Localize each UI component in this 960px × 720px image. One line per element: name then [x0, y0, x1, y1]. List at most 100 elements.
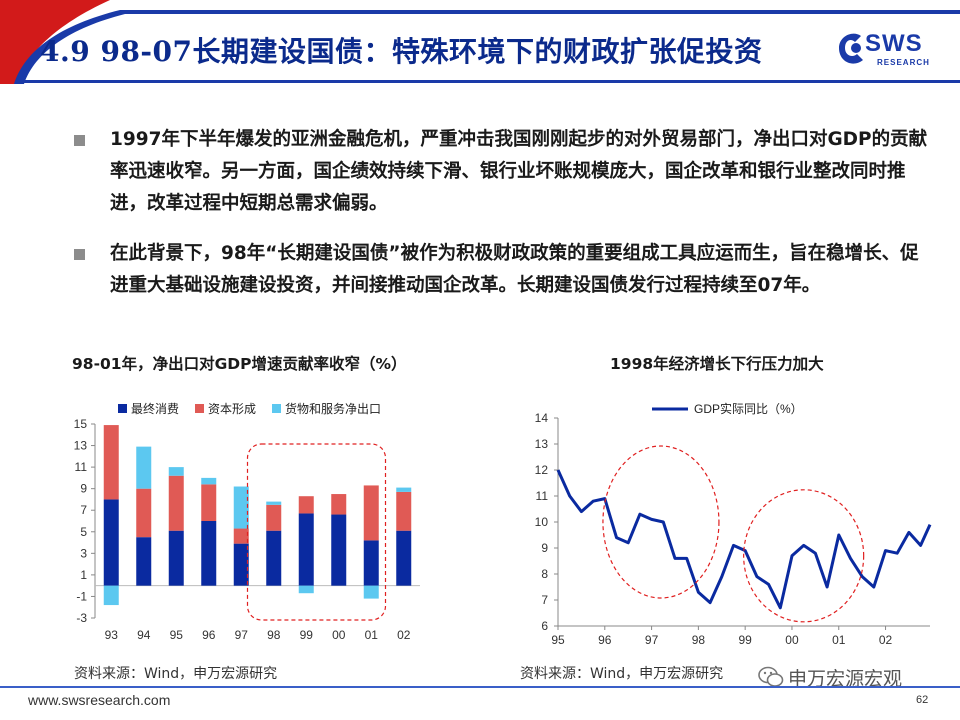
x-tick-label: 00: [785, 633, 799, 647]
page-number: 62: [916, 694, 929, 706]
x-tick-label: 98: [267, 628, 281, 642]
highlight-ellipse: [602, 445, 720, 599]
legend-swatch: [118, 404, 127, 413]
y-tick-label: 13: [535, 437, 549, 451]
bar-segment: [201, 521, 217, 586]
title-bar: 4.9 98-07长期建设国债：特殊环境下的财政扩张促投资 SWS RESEAR…: [0, 0, 960, 84]
bullet-list: 1997年下半年爆发的亚洲金融危机，严重冲击我国刚刚起步的对外贸易部门，净出口对…: [60, 124, 930, 320]
page-title: 4.9 98-07长期建设国债：特殊环境下的财政扩张促投资: [40, 35, 763, 68]
bar-segment: [396, 530, 412, 586]
x-tick-label: 02: [397, 628, 411, 642]
y-tick-label: -3: [76, 611, 87, 625]
logo-text: SWS: [865, 30, 923, 57]
y-tick-label: 7: [541, 593, 548, 607]
x-tick-label: 02: [879, 633, 893, 647]
legend-label: 货物和服务净出口: [285, 401, 381, 416]
bar-segment: [331, 514, 347, 586]
y-tick-label: 7: [80, 503, 87, 517]
bullet-text: 1997年下半年爆发的亚洲金融危机，严重冲击我国刚刚起步的对外贸易部门，净出口对…: [110, 129, 928, 214]
bar-segment: [396, 491, 412, 531]
x-tick-label: 96: [598, 633, 612, 647]
bar-segment: [136, 446, 152, 489]
bar-segment: [233, 486, 249, 529]
bullet-item: 在此背景下，98年“长期建设国债”被作为积极财政政策的重要组成工具应运而生，旨在…: [60, 238, 930, 302]
y-tick-label: 15: [74, 417, 88, 431]
bar-segment: [266, 501, 282, 505]
y-tick-label: 9: [80, 482, 87, 496]
legend-label: 资本形成: [208, 402, 256, 416]
bar-segment: [136, 488, 152, 538]
bar-segment: [266, 504, 282, 531]
y-tick-label: 5: [80, 525, 87, 539]
bar-segment: [233, 528, 249, 544]
y-tick-label: 1: [80, 568, 87, 582]
gdp-line-chart: GDP实际同比（%） 6 7 8 9 10 11 12 13 14 95 96 97 98 99 00 01 02: [535, 401, 932, 647]
legend-label: 最终消费: [131, 401, 179, 416]
bar-segment: [136, 537, 152, 586]
y-tick-label: -1: [76, 589, 87, 603]
sws-logo: SWS RESEARCH: [835, 26, 945, 76]
legend-label: GDP实际同比（%）: [694, 401, 803, 416]
x-tick-label: 95: [551, 633, 565, 647]
x-tick-label: 93: [105, 628, 119, 642]
bar-segment: [298, 585, 314, 594]
legend-swatch: [272, 404, 281, 413]
right-chart-source: 资料来源：Wind，申万宏源研究: [520, 666, 724, 682]
x-tick-label: 97: [645, 633, 659, 647]
left-chart-source: 资料来源：Wind，申万宏源研究: [74, 666, 278, 682]
legend-swatch: [195, 404, 204, 413]
watermark-text: 申万宏源宏观: [788, 668, 903, 690]
x-tick-label: 01: [832, 633, 846, 647]
bar-segment: [363, 485, 379, 541]
bar-segment: [201, 484, 217, 521]
bullet-item: 1997年下半年爆发的亚洲金融危机，严重冲击我国刚刚起步的对外贸易部门，净出口对…: [60, 124, 930, 220]
x-tick-label: 99: [300, 628, 314, 642]
bullet-square-icon: [74, 249, 85, 260]
bar-segment: [168, 475, 184, 531]
bar-segment: [363, 540, 379, 586]
bullet-text: 在此背景下，98年“长期建设国债”被作为积极财政政策的重要组成工具应运而生，旨在…: [110, 243, 919, 296]
bar-segment: [396, 487, 412, 492]
y-tick-label: 14: [535, 411, 549, 425]
logo-subtext: RESEARCH: [877, 58, 930, 67]
bar-segment: [298, 496, 314, 514]
y-tick-label: 12: [535, 463, 549, 477]
x-tick-label: 94: [137, 628, 151, 642]
x-tick-label: 98: [692, 633, 706, 647]
bar-segment: [168, 467, 184, 476]
bar-segment: [331, 494, 347, 515]
bar-segment: [363, 585, 379, 599]
y-tick-label: 11: [75, 460, 88, 474]
y-tick-label: 11: [536, 489, 549, 503]
footer-divider: [0, 686, 960, 688]
x-tick-label: 97: [235, 628, 249, 642]
y-tick-label: 8: [541, 567, 548, 581]
bar-segment: [201, 477, 217, 485]
bar-segment: [103, 499, 119, 586]
x-tick-label: 00: [332, 628, 346, 642]
bar-segment: [298, 513, 314, 586]
bar-segment: [233, 543, 249, 586]
sws-logo-icon: [839, 33, 863, 64]
x-tick-label: 95: [170, 628, 184, 642]
bar-segment: [266, 530, 282, 586]
y-tick-label: 9: [541, 541, 548, 555]
y-tick-label: 6: [541, 619, 548, 633]
title-decoration: [0, 0, 960, 84]
highlight-ellipse: [743, 489, 865, 623]
y-tick-label: 3: [80, 546, 87, 560]
highlight-box: [246, 443, 387, 621]
footer-url[interactable]: www.swsresearch.com: [28, 692, 171, 708]
x-tick-label: 99: [738, 633, 752, 647]
right-chart-title: 1998年经济增长下行压力加大: [610, 355, 824, 373]
left-chart-title: 98-01年，净出口对GDP增速贡献率收窄（%）: [72, 355, 407, 373]
bar-segment: [103, 585, 119, 606]
y-tick-label: 13: [74, 439, 88, 453]
bar-segment: [168, 530, 184, 586]
bullet-square-icon: [74, 135, 85, 146]
gdp-series-line: [556, 469, 932, 610]
x-tick-label: 01: [365, 628, 379, 642]
y-tick-label: 10: [535, 515, 549, 529]
x-tick-label: 96: [202, 628, 216, 642]
